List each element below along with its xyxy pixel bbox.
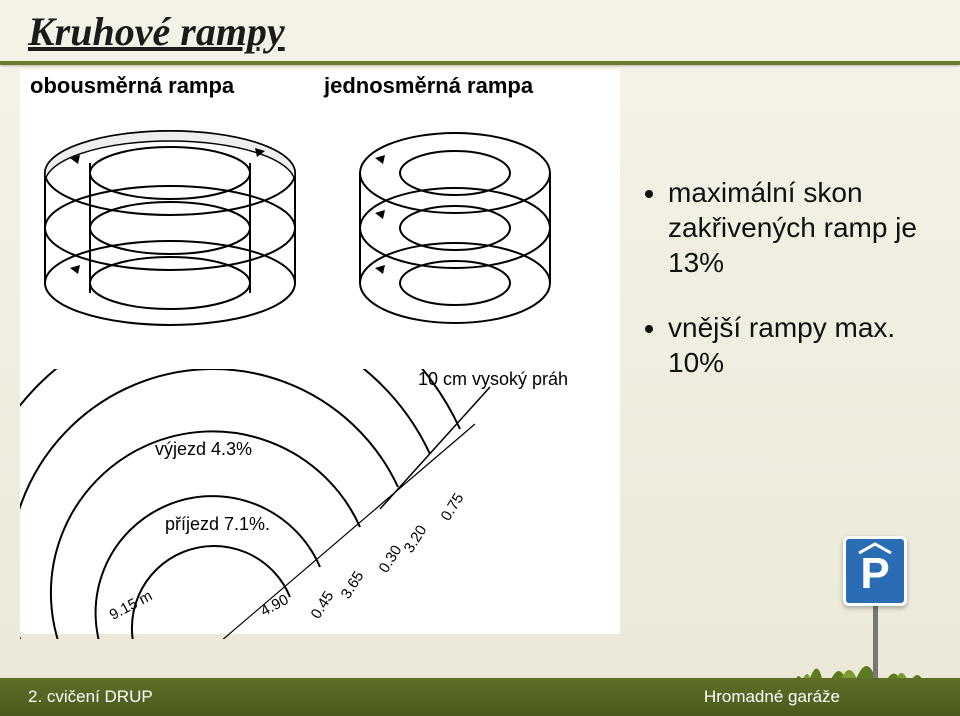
exit-label: výjezd 4.3% [155, 439, 252, 460]
label-unidirectional: jednosměrná rampa [324, 73, 533, 99]
bullet-item: maximální skon zakřivených ramp je 13% [668, 175, 920, 280]
footer-left: 2. cvičení DRUP [28, 687, 153, 707]
parking-sign-plate: P [843, 536, 907, 606]
page-title: Kruhové rampy [28, 8, 932, 55]
roof-icon [857, 542, 893, 554]
label-bidirectional: obousměrná rampa [30, 73, 234, 99]
footer-bar: 2. cvičení DRUP Hromadné garáže [0, 678, 960, 716]
spiral-left-icon [30, 103, 310, 363]
content-area: obousměrná rampa jednosměrná rampa [0, 65, 960, 634]
footer-right: Hromadné garáže [704, 687, 840, 707]
spiral-right-icon [340, 103, 570, 363]
ramp-diagram: obousměrná rampa jednosměrná rampa [20, 69, 620, 634]
arrival-label: příjezd 7.1%. [165, 514, 270, 535]
bullet-item: vnější rampy max. 10% [668, 310, 920, 380]
